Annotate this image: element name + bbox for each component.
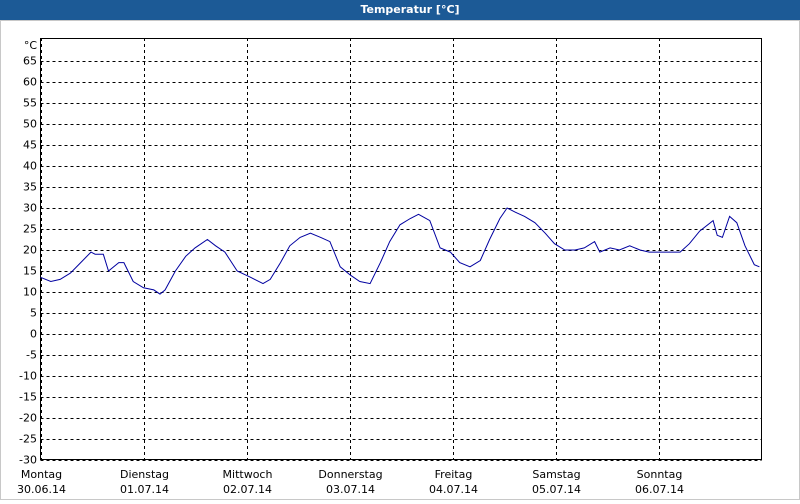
x-tick-label: Sonntag: [637, 468, 683, 481]
x-tick-date: 02.07.14: [223, 483, 272, 496]
chart-title: Temperatur [°C]: [360, 3, 459, 16]
y-tick-label: -10: [19, 370, 37, 383]
y-tick-label: 10: [23, 286, 37, 299]
y-tick-label: 45: [23, 139, 37, 152]
y-tick-label: -25: [19, 433, 37, 446]
x-tick-label: Samstag: [532, 468, 580, 481]
x-tick-date: 06.07.14: [635, 483, 684, 496]
y-tick-label: 20: [23, 244, 37, 257]
y-tick-label: -15: [19, 391, 37, 404]
x-tick-label: Freitag: [435, 468, 473, 481]
title-bar: [0, 0, 800, 20]
y-tick-label: 15: [23, 265, 37, 278]
y-tick-label: 0: [30, 328, 37, 341]
x-tick-date: 05.07.14: [532, 483, 581, 496]
y-tick-label: 35: [23, 181, 37, 194]
x-tick-date: 03.07.14: [326, 483, 375, 496]
x-tick-label: Donnerstag: [318, 468, 382, 481]
y-tick-label: -30: [19, 454, 37, 467]
y-tick-label: 60: [23, 76, 37, 89]
y-tick-label: -20: [19, 412, 37, 425]
y-tick-label: 5: [30, 307, 37, 320]
x-tick-label: Mittwoch: [223, 468, 273, 481]
x-tick-label: Dienstag: [120, 468, 169, 481]
y-tick-label: 50: [23, 118, 37, 131]
x-tick-date: 01.07.14: [120, 483, 169, 496]
y-tick-label: 30: [23, 202, 37, 215]
x-tick-date: 04.07.14: [429, 483, 478, 496]
y-tick-label: -5: [26, 349, 37, 362]
y-unit: °C: [24, 39, 38, 52]
plot-frame: [40, 38, 762, 460]
temperature-line: [40, 207, 760, 295]
y-tick-label: 40: [23, 160, 37, 173]
y-tick-label: 55: [23, 97, 37, 110]
y-tick-label: 65: [23, 55, 37, 68]
y-tick-label: 25: [23, 223, 37, 236]
x-tick-label: Montag: [21, 468, 62, 481]
x-tick-date: 30.06.14: [17, 483, 66, 496]
